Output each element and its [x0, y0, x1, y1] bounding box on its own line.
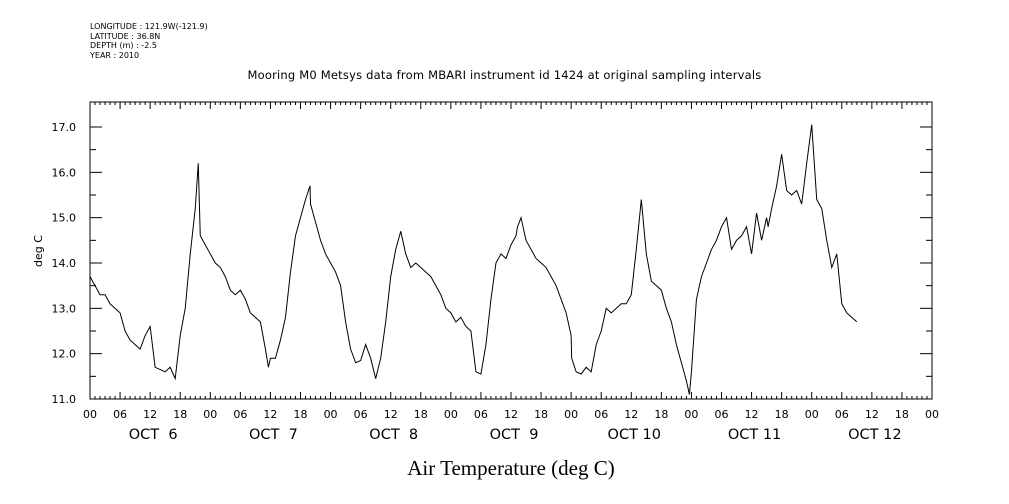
x-tick-label: 06 — [354, 408, 368, 421]
y-tick-label: 12.0 — [52, 348, 77, 361]
day-label: OCT 11 — [728, 427, 781, 443]
series-line — [89, 124, 858, 395]
x-tick-label: 12 — [263, 408, 277, 421]
tick-marks — [89, 102, 933, 400]
x-tick-label: 00 — [805, 408, 819, 421]
x-tick-label: 00 — [684, 408, 698, 421]
x-tick-label: 18 — [895, 408, 909, 421]
x-tick-label: 12 — [865, 408, 879, 421]
y-tick-label: 16.0 — [52, 166, 77, 179]
x-tick-label: 12 — [384, 408, 398, 421]
y-axis-label: deg C — [32, 235, 45, 267]
chart-title: Mooring M0 Metsys data from MBARI instru… — [247, 68, 762, 82]
depth-label: DEPTH (m) : -2.5 — [90, 41, 157, 50]
x-tick-label: 18 — [775, 408, 789, 421]
longitude-label: LONGITUDE : 121.9W(-121.9) — [90, 22, 208, 31]
x-tick-label: 00 — [444, 408, 458, 421]
y-tick-label: 15.0 — [52, 212, 77, 225]
x-tick-label: 00 — [83, 408, 97, 421]
x-tick-label: 12 — [624, 408, 638, 421]
x-tick-label: 12 — [143, 408, 157, 421]
y-tick-label: 17.0 — [52, 121, 77, 134]
day-label: OCT 8 — [369, 427, 418, 443]
x-tick-label: 00 — [324, 408, 338, 421]
x-tick-label: 18 — [414, 408, 428, 421]
y-tick-label: 14.0 — [52, 257, 77, 270]
plot-frame — [89, 101, 933, 400]
station-metadata: LONGITUDE : 121.9W(-121.9) LATITUDE : 36… — [90, 22, 208, 60]
x-tick-label: 18 — [534, 408, 548, 421]
x-tick-label: 18 — [654, 408, 668, 421]
latitude-label: LATITUDE : 36.8N — [90, 31, 161, 41]
day-label: OCT 12 — [848, 427, 901, 443]
x-tick-label: 00 — [925, 408, 939, 421]
x-tick-label: 06 — [835, 408, 849, 421]
day-label: OCT 7 — [249, 427, 298, 443]
y-tick-labels: 11.0 12.0 13.0 14.0 15.0 16.0 17.0 — [52, 121, 77, 406]
x-tick-labels: 00 06 12 18 00 06 12 18 00 06 12 18 00 06 12 18 00 06 12 18… — [83, 408, 939, 421]
day-label: OCT 9 — [490, 427, 539, 443]
x-tick-label: 06 — [594, 408, 608, 421]
year-label: YEAR : 2010 — [90, 50, 140, 60]
x-axis-label: Air Temperature (deg C) — [407, 456, 614, 480]
y-tick-label: 11.0 — [52, 393, 77, 406]
x-tick-label: 18 — [294, 408, 308, 421]
x-tick-label: 06 — [715, 408, 729, 421]
x-tick-label: 06 — [474, 408, 488, 421]
day-label: OCT 6 — [129, 427, 178, 443]
day-labels: OCT 6 OCT 7 OCT 8 OCT 9 OCT 10 OCT 11 OCT 12 — [129, 427, 902, 443]
x-tick-label: 12 — [504, 408, 518, 421]
x-tick-label: 18 — [173, 408, 187, 421]
x-tick-label: 06 — [233, 408, 247, 421]
day-label: OCT 10 — [608, 427, 661, 443]
x-tick-label: 12 — [745, 408, 759, 421]
x-tick-label: 00 — [564, 408, 578, 421]
y-tick-label: 13.0 — [52, 302, 77, 315]
x-tick-label: 00 — [203, 408, 217, 421]
x-tick-label: 06 — [113, 408, 127, 421]
